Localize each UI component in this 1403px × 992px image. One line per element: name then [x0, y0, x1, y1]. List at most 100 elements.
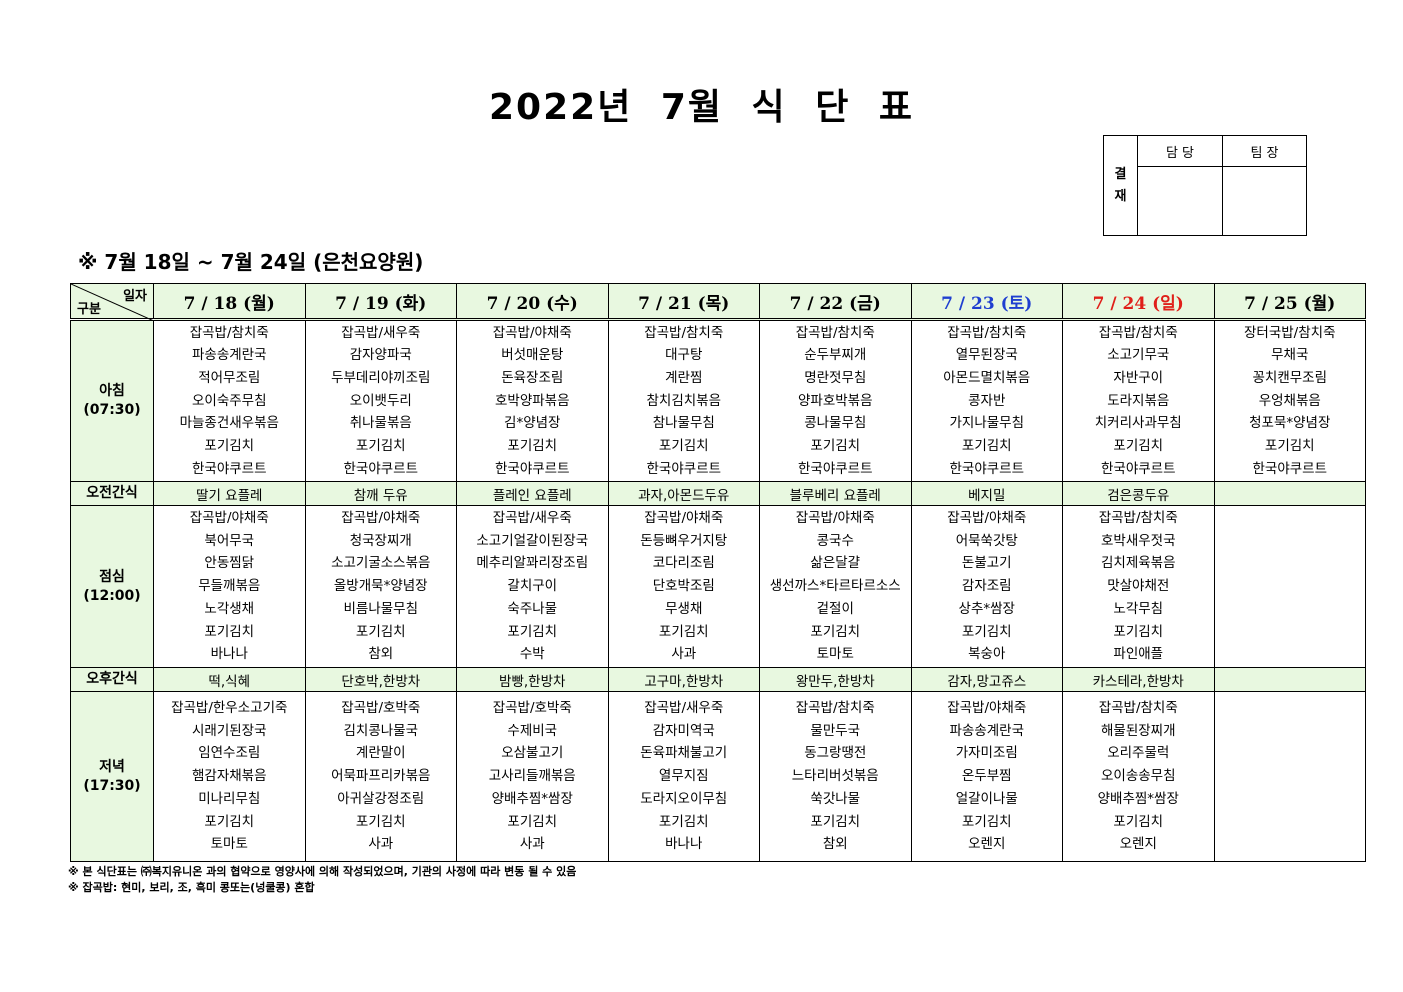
- meal-row: 아침 (07:30) 잡곡밥/참치죽 파송송계란국 적어무조림 오이숙주무침 마늘종건새우볶…: [70, 319, 1366, 482]
- menu-item: 잡곡밥/참치죽: [1098, 324, 1178, 341]
- menu-item: 가자미조림: [955, 745, 1018, 762]
- menu-item: 바나나: [210, 646, 248, 663]
- menu-item: 아귀살강정조림: [337, 790, 425, 807]
- day-header: 7 / 20 (수): [456, 283, 609, 321]
- menu-item: 순두부찌개: [804, 347, 867, 364]
- menu-item: 한국야쿠르트: [1252, 460, 1328, 477]
- menu-item: 잡곡밥/한우소고기죽: [171, 700, 288, 717]
- approval-sign-lead[interactable]: [1222, 166, 1307, 236]
- menu-item: 한국야쿠르트: [191, 460, 267, 477]
- menu-item: 잡곡밥/참치죽: [795, 324, 875, 341]
- row-label-name: 오후간식: [86, 671, 138, 687]
- menu-item: 버섯매운탕: [501, 347, 564, 364]
- menu-item: 김치제육볶음: [1100, 555, 1176, 572]
- menu-cell: [1213, 481, 1366, 506]
- menu-item: 참외: [368, 646, 394, 663]
- menu-item: 수박: [519, 646, 545, 663]
- corner-category-label: 구분: [77, 302, 101, 317]
- approval-label: 결 재: [1103, 135, 1138, 236]
- menu-item: 한국야쿠르트: [494, 460, 570, 477]
- menu-item: 포기김치: [1113, 813, 1164, 830]
- menu-item: 무채국: [1271, 347, 1309, 364]
- menu-item: 소고기무국: [1107, 347, 1170, 364]
- menu-item: 포기김치: [961, 438, 1012, 455]
- menu-item: 포기김치: [961, 623, 1012, 640]
- row-label-name: 아침: [99, 383, 125, 399]
- day-header: 7 / 18 (월): [153, 283, 306, 321]
- menu-item: 양배추찜*쌈장: [1097, 790, 1179, 807]
- menu-item: 갈치구이: [507, 578, 558, 595]
- menu-item: 양파호박볶음: [797, 392, 873, 409]
- menu-cell: 잡곡밥/참치죽 순두부찌개 명란젓무침 양파호박볶음 콩나물무침 포기김치 한국야쿠르트: [759, 319, 912, 482]
- menu-item: 한국야쿠르트: [797, 460, 873, 477]
- snack-row: 오전간식 딸기 요플레 참깨 두유 플레인 요플레 과자,아몬드두유 블루베리 요플레 베지…: [70, 481, 1366, 506]
- menu-item: 햄감자채볶음: [191, 768, 267, 785]
- menu-cell: 딸기 요플레: [153, 481, 306, 506]
- menu-item: 토마토: [210, 836, 248, 853]
- menu-item: 숙주나물: [507, 600, 558, 617]
- menu-item: 오삼불고기: [501, 745, 564, 762]
- row-label-name: 오전간식: [86, 485, 138, 501]
- menu-item: 얼갈이나물: [955, 790, 1018, 807]
- menu-item: 마늘종건새우볶음: [179, 415, 279, 432]
- menu-item: 잡곡밥/야채죽: [492, 324, 572, 341]
- row-label-time: (17:30): [83, 777, 141, 794]
- menu-item: 오렌지: [1119, 836, 1157, 853]
- menu-cell: 잡곡밥/참치죽 물만두국 동그랑땡전 느타리버섯볶음 쑥갓나물 포기김치 참외: [759, 691, 912, 862]
- menu-item: 잡곡밥/참치죽: [644, 324, 724, 341]
- menu-item: 우엉채볶음: [1258, 392, 1321, 409]
- menu-cell: 잡곡밥/야채죽 돈등뼈우거지탕 코다리조림 단호박조림 무생채 포기김치 사과: [607, 505, 760, 668]
- menu-item: 취나물볶음: [349, 415, 412, 432]
- menu-item: 쑥갓나물: [810, 790, 861, 807]
- menu-item: 코다리조림: [652, 555, 715, 572]
- meal-row: 점심 (12:00) 잡곡밥/야채죽 북어무국 안동찜닭 무들깨볶음 노각생채 포기김치 바나나…: [70, 505, 1366, 668]
- menu-item: 잡곡밥/참치죽: [189, 324, 269, 341]
- menu-item: 콩국수: [816, 532, 854, 549]
- menu-item: 포기김치: [507, 438, 558, 455]
- day-header: 7 / 22 (금): [759, 283, 912, 321]
- menu-item: 청포묵*양념장: [1249, 415, 1331, 432]
- menu-cell: 잡곡밥/새우죽 감자미역국 돈육파채불고기 열무지짐 도라지오이무침 포기김치 바나나: [607, 691, 760, 862]
- footnotes: ※ 본 식단표는 ㈜복지유니온 과의 협약으로 영양사에 의해 작성되었으며, …: [68, 864, 576, 896]
- menu-cell: 잡곡밥/참치죽 소고기무국 자반구이 도라지볶음 치커리사과무침 포기김치 한국야쿠르트: [1062, 319, 1215, 482]
- menu-item: 잡곡밥/참치죽: [1098, 700, 1178, 717]
- menu-cell: 잡곡밥/야채죽 파송송계란국 가자미조림 온두부찜 얼갈이나물 포기김치 오렌지: [910, 691, 1063, 862]
- menu-item: 잡곡밥/호박죽: [341, 700, 421, 717]
- diagonal-line: [71, 284, 154, 321]
- corner-date-label: 일자: [123, 289, 147, 304]
- menu-item: 잡곡밥/호박죽: [492, 700, 572, 717]
- menu-item: 잡곡밥/야채죽: [947, 700, 1027, 717]
- menu-cell: 잡곡밥/호박죽 김치콩나물국 계란말이 어묵파프리카볶음 아귀살강정조림 포기김치 사과: [304, 691, 457, 862]
- menu-item: 열무된장국: [955, 347, 1018, 364]
- menu-item: 한국야쿠르트: [343, 460, 419, 477]
- menu-item: 청국장찌개: [349, 532, 412, 549]
- menu-item: 메추리알꽈리장조림: [476, 555, 589, 572]
- menu-item: 파인애플: [1113, 646, 1164, 663]
- menu-item: 오이송송무침: [1100, 768, 1176, 785]
- menu-item: 잡곡밥/야채죽: [947, 510, 1027, 527]
- menu-item: 돈불고기: [961, 555, 1012, 572]
- menu-item: 오렌지: [968, 836, 1006, 853]
- menu-item: 생선까스*타르타르소스: [769, 578, 901, 595]
- menu-item: 복숭아: [968, 646, 1006, 663]
- menu-item: 느타리버섯볶음: [791, 768, 879, 785]
- menu-item: 감자미역국: [652, 722, 715, 739]
- menu-item: 계란말이: [355, 745, 406, 762]
- menu-cell: 잡곡밥/참치죽 해물된장찌개 오리주물럭 오이송송무침 양배추찜*쌈장 포기김치 오렌지: [1062, 691, 1215, 862]
- menu-item: 참외: [822, 836, 848, 853]
- menu-item: 포기김치: [961, 813, 1012, 830]
- menu-item: 미나리무침: [198, 790, 261, 807]
- row-label-time: (07:30): [83, 402, 141, 418]
- menu-item: 돈등뼈우거지탕: [640, 532, 728, 549]
- row-label: 점심 (12:00): [70, 505, 154, 668]
- menu-item: 올방개묵*양념장: [333, 578, 428, 595]
- menu-item: 사과: [368, 836, 394, 853]
- menu-item: 계란찜: [665, 369, 703, 386]
- menu-item: 오이뱃두리: [349, 392, 412, 409]
- menu-item: 임연수조림: [198, 745, 261, 762]
- approval-sign-manager[interactable]: [1137, 166, 1223, 236]
- menu-item: 무들깨볶음: [198, 578, 261, 595]
- row-label: 오후간식: [70, 667, 154, 692]
- menu-item: 오리주물럭: [1107, 745, 1170, 762]
- row-label: 아침 (07:30): [70, 319, 154, 482]
